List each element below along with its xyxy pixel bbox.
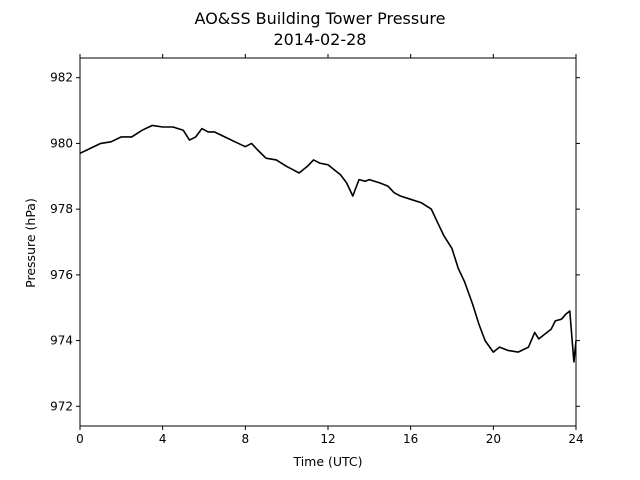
y-tick-label: 980: [50, 136, 73, 150]
x-tick-label: 24: [568, 432, 583, 446]
y-tick-label: 974: [50, 334, 73, 348]
x-tick-label: 12: [320, 432, 335, 446]
y-tick-label: 972: [50, 399, 73, 413]
chart-subtitle: 2014-02-28: [274, 30, 367, 49]
plot-area: [79, 57, 577, 427]
x-tick-label: 16: [403, 432, 418, 446]
y-tick-label: 978: [50, 202, 73, 216]
chart-title: AO&SS Building Tower Pressure: [195, 9, 446, 28]
x-tick-label: 8: [242, 432, 250, 446]
pressure-series-line: [79, 124, 577, 363]
y-tick-label: 982: [50, 71, 73, 85]
axis-ticks: 0 4 8 12 16 20 24 972 974 976 978 980 982: [50, 54, 584, 446]
x-tick-label: 0: [76, 432, 84, 446]
x-axis-label: Time (UTC): [292, 454, 362, 469]
y-tick-label: 976: [50, 268, 73, 282]
plot-frame: [79, 57, 577, 427]
y-axis-label: Pressure (hPa): [23, 198, 38, 288]
x-tick-label: 20: [486, 432, 501, 446]
x-tick-label: 4: [159, 432, 167, 446]
